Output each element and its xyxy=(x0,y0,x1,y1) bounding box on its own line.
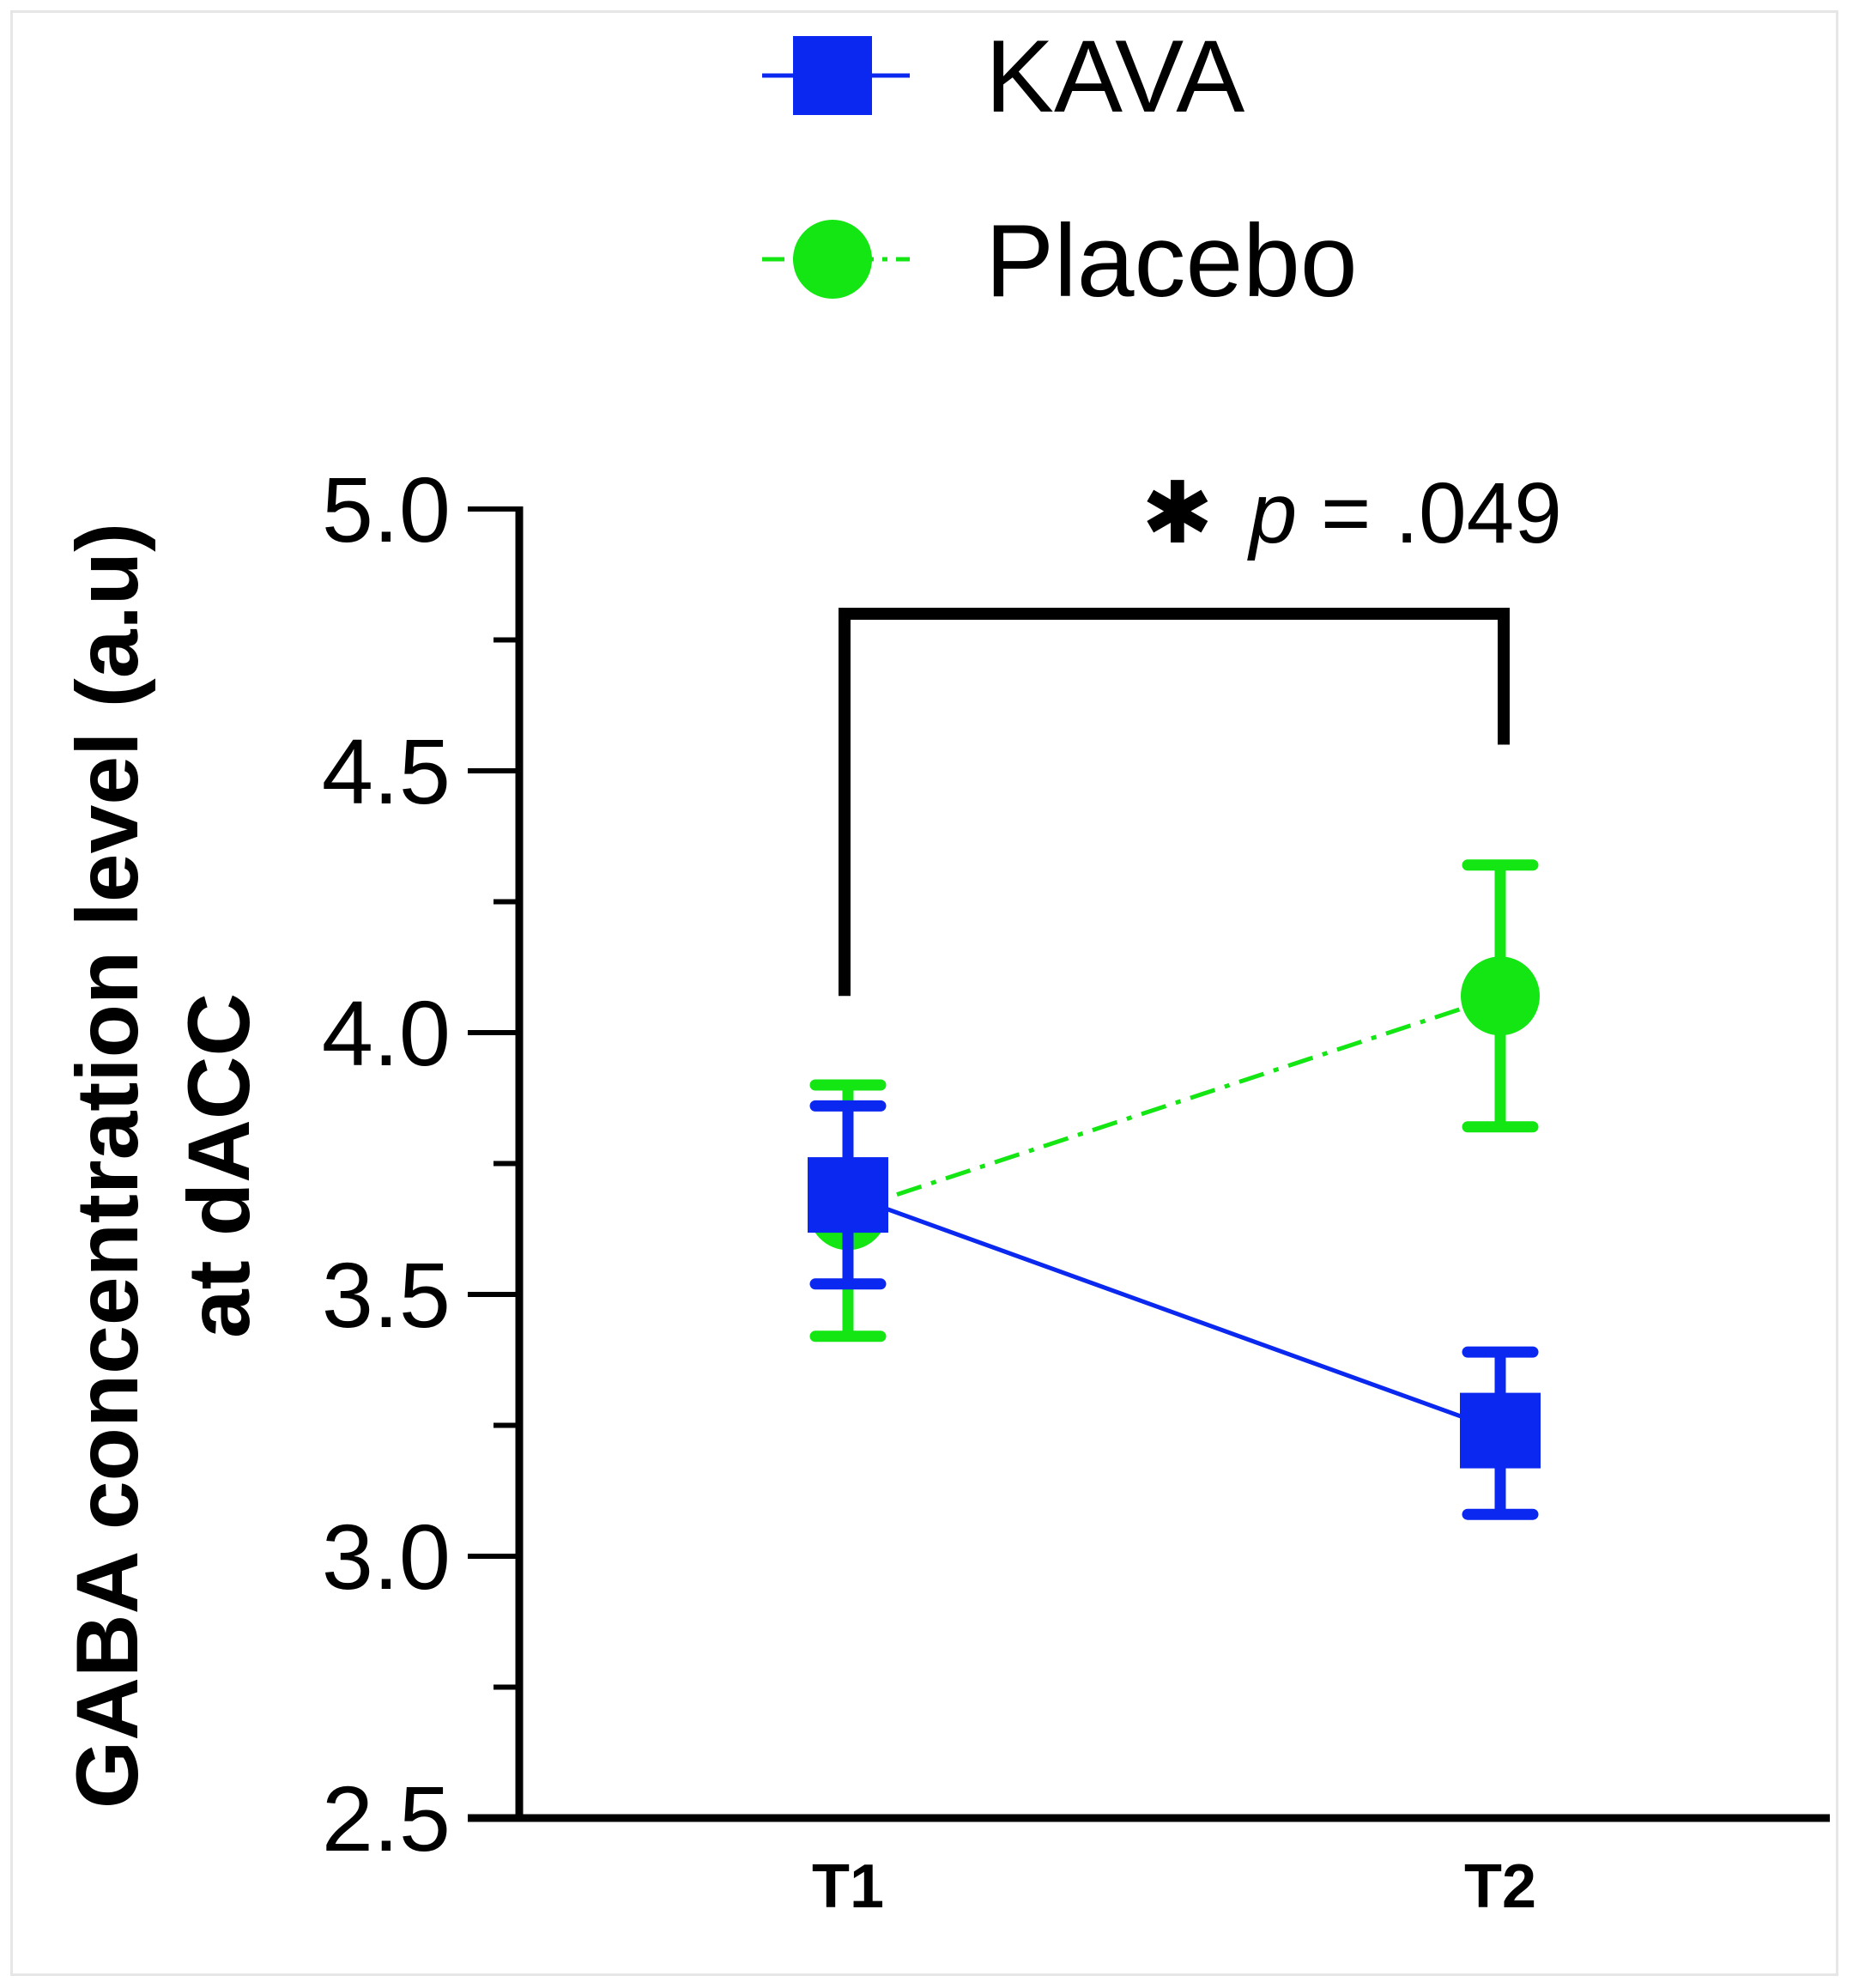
y-tick-label: 4.0 xyxy=(322,981,451,1085)
series-line xyxy=(847,1192,1501,1433)
significance-star: ✱ xyxy=(1141,465,1214,561)
series-layer xyxy=(808,859,1541,1520)
y-axis-label: GABA concentration level (a.u) at dACC xyxy=(58,523,268,1809)
significance-label: ✱ p = .049 xyxy=(1141,465,1562,561)
data-point xyxy=(1461,956,1540,1036)
y-tick-label: 2.5 xyxy=(322,1767,451,1870)
significance-bracket xyxy=(839,608,1510,997)
legend: KAVA Placebo xyxy=(762,19,1358,318)
y-tick-label: 4.5 xyxy=(322,719,451,823)
legend-kava-label: KAVA xyxy=(985,19,1244,134)
figure-frame xyxy=(10,10,1838,1976)
y-tick-label: 3.5 xyxy=(322,1243,451,1347)
significance-annotation: ✱ p = .049 xyxy=(839,465,1562,997)
legend-placebo-label: Placebo xyxy=(985,203,1358,318)
series-line xyxy=(847,993,1501,1213)
legend-placebo-marker xyxy=(793,220,872,299)
data-point xyxy=(1460,1392,1541,1469)
series-kava xyxy=(808,1100,1541,1520)
legend-kava-marker xyxy=(793,36,872,115)
y-tick-label: 5.0 xyxy=(322,458,451,561)
y-axis-label-line1: GABA concentration level (a.u) xyxy=(58,523,156,1809)
series-placebo xyxy=(808,859,1540,1343)
y-axis-label-line2: at dACC xyxy=(170,993,268,1338)
significance-p-symbol: p xyxy=(1247,465,1298,561)
x-ticks: T1 T2 xyxy=(812,1852,1536,1921)
significance-p-value: = .049 xyxy=(1321,465,1562,561)
y-ticks: 2.5 3.0 3.5 4.0 4.5 5.0 xyxy=(322,458,519,1870)
x-tick-label: T1 xyxy=(812,1852,884,1921)
data-point xyxy=(808,1157,888,1233)
y-tick-label: 3.0 xyxy=(322,1505,451,1609)
x-tick-label: T2 xyxy=(1464,1852,1536,1921)
